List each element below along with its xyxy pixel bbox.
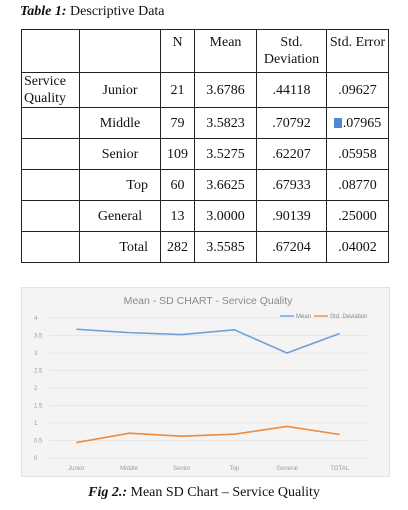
- x-tick-label: Top: [229, 466, 239, 472]
- legend-label: Std. Deviation: [330, 314, 367, 320]
- se-cell: .08770: [326, 169, 389, 201]
- n-cell: 79: [160, 107, 195, 139]
- header-std-deviation: Std. Deviation: [256, 29, 327, 73]
- empty-cell: [21, 107, 80, 139]
- y-tick-label: 2.5: [34, 369, 43, 375]
- header-mean: Mean: [194, 29, 257, 73]
- x-tick-label: General: [276, 466, 297, 472]
- header-n: N: [160, 29, 195, 73]
- se-cell: .09627: [326, 72, 389, 108]
- n-cell: 21: [160, 72, 195, 108]
- empty-cell: [21, 169, 80, 201]
- level-cell: Middle: [79, 107, 161, 139]
- header-std-error: Std. Error: [326, 29, 389, 73]
- mean-cell: 3.5585: [194, 231, 257, 263]
- table-row: Middle 79 3.5823 .70792 .07965: [21, 107, 389, 139]
- group-label: Service Quality: [21, 72, 80, 108]
- x-tick-label: Senior: [173, 466, 190, 472]
- y-tick-label: 0: [34, 456, 38, 462]
- mean-cell: 3.6625: [194, 169, 257, 201]
- y-tick-label: 0.5: [34, 439, 43, 445]
- empty-cell: [21, 200, 80, 232]
- table-row: Total 282 3.5585 .67204 .04002: [21, 231, 389, 263]
- y-tick-label: 1.5: [34, 404, 43, 410]
- sd-cell: .67933: [256, 169, 327, 201]
- table-header-row: N Mean Std. Deviation Std. Error: [21, 29, 389, 73]
- se-cell: .04002: [326, 231, 389, 263]
- x-tick-label: Junior: [68, 466, 84, 472]
- n-cell: 60: [160, 169, 195, 201]
- mean-sd-chart: Mean - SD CHART - Service Quality 0 0.5 1 1…: [21, 287, 390, 477]
- series-line: [76, 425, 340, 444]
- y-tick-label: 3.5: [34, 334, 43, 340]
- level-cell: Senior: [79, 138, 161, 170]
- figure-caption: Fig 2.: Mean SD Chart – Service Quality: [0, 485, 408, 501]
- sd-cell: .67204: [256, 231, 327, 263]
- sd-cell: .90139: [256, 200, 327, 232]
- mean-cell: 3.6786: [194, 72, 257, 108]
- figure-caption-text: Mean SD Chart – Service Quality: [130, 485, 320, 500]
- level-cell: Top: [79, 169, 161, 201]
- chart-title: Mean - SD CHART - Service Quality: [124, 295, 294, 307]
- mean-cell: 3.0000: [194, 200, 257, 232]
- series-line: [76, 328, 340, 354]
- n-cell: 109: [160, 138, 195, 170]
- level-cell: Junior: [79, 72, 161, 108]
- legend-label: Mean: [296, 314, 311, 320]
- empty-cell: [21, 138, 80, 170]
- table-caption-text: Descriptive Data: [70, 4, 165, 19]
- level-cell: General: [79, 200, 161, 232]
- sd-cell: .44118: [256, 72, 327, 108]
- figure-caption-label: Fig 2.:: [88, 485, 128, 500]
- table-row: Top 60 3.6625 .67933 .08770: [21, 169, 389, 201]
- table-row: General 13 3.0000 .90139 .25000: [21, 200, 389, 232]
- n-cell: 13: [160, 200, 195, 232]
- mean-cell: 3.5275: [194, 138, 257, 170]
- header-cell: [21, 29, 80, 73]
- se-cell: .25000: [326, 200, 389, 232]
- descriptive-data-table: N Mean Std. Deviation Std. Error Service…: [21, 29, 389, 263]
- mean-cell: 3.5823: [194, 107, 257, 139]
- table-row: Senior 109 3.5275 .62207 .05958: [21, 138, 389, 170]
- table-caption: Table 1: Descriptive Data: [20, 4, 165, 20]
- chart-svg: Mean - SD CHART - Service Quality 0 0.5 1 1…: [34, 295, 367, 472]
- document-icon: [333, 117, 342, 128]
- header-cell: [79, 29, 161, 73]
- y-tick-label: 4: [34, 316, 38, 322]
- x-tick-label: TOTAL: [330, 466, 349, 472]
- x-tick-label: Middle: [120, 466, 138, 472]
- sd-cell: .70792: [256, 107, 327, 139]
- y-tick-label: 2: [34, 386, 38, 392]
- y-tick-label: 1: [34, 421, 38, 427]
- table-caption-label: Table 1:: [20, 4, 67, 19]
- se-cell: .05958: [326, 138, 389, 170]
- table-row: Service Quality Junior 21 3.6786 .44118 …: [21, 72, 389, 108]
- level-cell: Total: [79, 231, 161, 263]
- se-value: .07965: [342, 115, 382, 131]
- se-cell: .07965: [326, 107, 389, 139]
- empty-cell: [21, 231, 80, 263]
- y-tick-label: 3: [34, 351, 38, 357]
- sd-cell: .62207: [256, 138, 327, 170]
- n-cell: 282: [160, 231, 195, 263]
